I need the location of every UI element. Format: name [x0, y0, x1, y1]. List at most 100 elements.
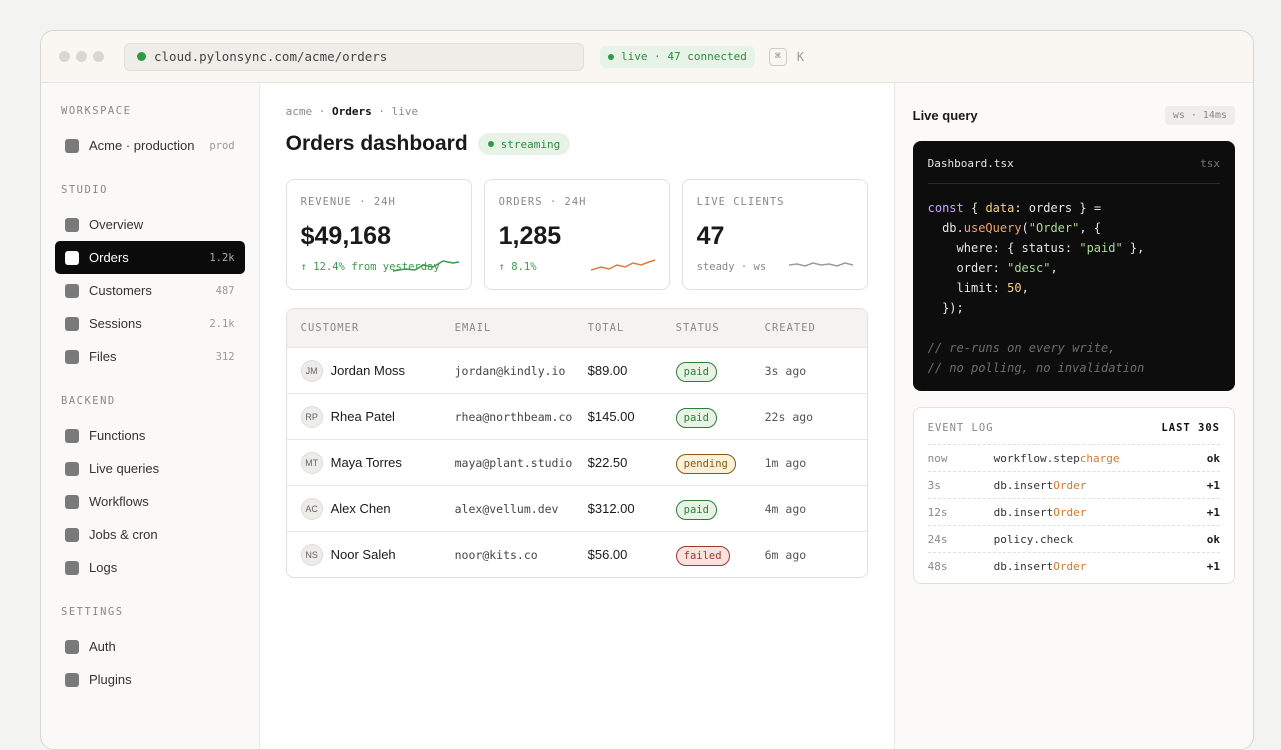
nav-item[interactable]: Auth — [55, 630, 245, 663]
log-event: policy.check — [993, 532, 1074, 546]
customer-cell: NS Noor Saleh — [300, 543, 455, 566]
breadcrumb-item[interactable]: live — [391, 105, 419, 118]
nav-item[interactable]: Sessions 2.1k — [55, 307, 245, 340]
nav-item[interactable]: Live queries — [55, 452, 245, 485]
window-control[interactable] — [59, 51, 70, 62]
sparkline — [392, 260, 459, 272]
avatar: MT — [300, 451, 323, 474]
nav-group: BACKEND Functions Live queries Workflows Job… — [55, 395, 245, 584]
page: cloud.pylonsync.com/acme/orders live · 4… — [40, 30, 1254, 750]
file-name: Dashboard.tsx — [927, 157, 1014, 170]
sidebar: WORKSPACE Acme · production prod STUDIO Over… — [41, 83, 260, 749]
created: 4m ago — [764, 501, 807, 516]
nav-label: Customers — [89, 283, 152, 298]
separator: · — [371, 105, 392, 118]
nav-item[interactable]: Logs — [55, 551, 245, 584]
log-result: +1 — [1206, 478, 1220, 492]
window-control[interactable] — [76, 51, 87, 62]
log-result: ok — [1206, 532, 1220, 546]
log-time: 3s — [927, 478, 941, 492]
nav-group: SETTINGS Auth Plugins — [55, 606, 245, 696]
event-log: EVENT LOG LAST 30S now workflow.step charg… — [912, 407, 1235, 584]
orders-table: CUSTOMER EMAIL TOTAL STATUS CREATED JM Jordan … — [285, 308, 868, 578]
log-target: charge — [1079, 451, 1120, 465]
table-row[interactable]: JM Jordan Moss jordan@kindly.io $89.00 paid 3… — [286, 347, 867, 393]
nav-item[interactable]: Files 312 — [55, 340, 245, 373]
nav-item[interactable]: Acme · production prod — [55, 129, 245, 162]
code-token: , — [1050, 261, 1058, 275]
log-result: +1 — [1206, 505, 1220, 519]
code-token: limit: — [927, 281, 1008, 295]
log-target: Order — [1053, 559, 1087, 573]
browser-window: cloud.pylonsync.com/acme/orders live · 4… — [40, 30, 1254, 750]
code-comment: // no polling, no invalidation — [927, 361, 1145, 375]
total: $89.00 — [587, 363, 628, 378]
breadcrumb-item[interactable]: Orders — [332, 105, 372, 118]
table-row[interactable]: MT Maya Torres maya@plant.studio $22.50 pend… — [286, 439, 867, 485]
status-pill: paid — [675, 500, 717, 520]
column-header: TOTAL — [587, 322, 625, 334]
code-line: where: { status: "paid" }, — [928, 238, 1220, 258]
status-cell: paid — [675, 500, 765, 520]
total: $22.50 — [587, 455, 628, 470]
email: alex@vellum.dev — [454, 501, 559, 516]
table-row[interactable]: NS Noor Saleh noor@kits.co $56.00 failed 6m a… — [286, 531, 867, 577]
nav-item[interactable]: Functions — [55, 419, 245, 452]
stat-label: LIVE CLIENTS — [696, 196, 785, 208]
url-bar[interactable]: cloud.pylonsync.com/acme/orders — [124, 42, 584, 71]
log-event: workflow.step — [993, 451, 1080, 465]
stat-note: ↑ 8.1% — [498, 261, 537, 273]
status-pill: paid — [675, 408, 717, 428]
nav-item[interactable]: Plugins — [55, 663, 245, 696]
nav-label: Workflows — [89, 494, 149, 509]
nav-item[interactable]: Orders 1.2k — [55, 241, 245, 274]
side-panel: Live query ws · 14ms Dashboard.tsx tsx co… — [893, 83, 1253, 749]
code-token: const — [927, 201, 964, 215]
code-token: }); — [927, 301, 964, 315]
code-token: : orders } = — [1014, 201, 1102, 215]
avatar: NS — [300, 543, 323, 566]
nav-item[interactable]: Jobs & cron — [55, 518, 245, 551]
nav-item[interactable]: Workflows — [55, 485, 245, 518]
nav-icon — [65, 316, 79, 331]
stat-label: ORDERS · 24H — [498, 196, 587, 208]
table-row[interactable]: AC Alex Chen alex@vellum.dev $312.00 paid 4m … — [286, 485, 867, 531]
nav-icon — [65, 639, 79, 654]
status-cell: paid — [675, 362, 765, 382]
status-cell: pending — [675, 454, 765, 474]
panel-header: Live query ws · 14ms — [913, 105, 1235, 125]
nav-icon — [65, 560, 79, 575]
table-header: CUSTOMER EMAIL TOTAL STATUS CREATED — [286, 309, 867, 347]
nav-group: STUDIO Overview Orders 1.2k Customers 487 Sess… — [55, 184, 245, 373]
column-header: CUSTOMER — [300, 322, 360, 334]
sparkline — [788, 262, 853, 267]
total: $56.00 — [587, 547, 628, 562]
code-token: data — [985, 201, 1015, 215]
customer-name: Jordan Moss — [330, 363, 406, 378]
sparkline — [590, 259, 655, 271]
nav-icon — [65, 494, 79, 509]
stat-value: 1,285 — [498, 222, 562, 250]
breadcrumb-item[interactable]: acme — [285, 105, 313, 118]
nav-group: WORKSPACE Acme · production prod — [55, 105, 245, 162]
avatar: AC — [300, 497, 323, 520]
shortcut-key[interactable]: ⌘ — [768, 47, 787, 66]
log-header: EVENT LOG LAST 30S — [928, 422, 1220, 434]
status-pill: paid — [675, 362, 717, 382]
nav-icon — [65, 349, 79, 364]
nav-item[interactable]: Overview — [55, 208, 245, 241]
table-row[interactable]: RP Rhea Patel rhea@northbeam.co $145.00 paid… — [286, 393, 867, 439]
stat-value: 47 — [696, 222, 725, 250]
code-token: order: — [927, 261, 1008, 275]
shortcut-key: K — [796, 49, 805, 64]
log-time: 24s — [927, 532, 948, 546]
stat-card: LIVE CLIENTS 47 steady · ws — [681, 179, 868, 290]
window-control[interactable] — [93, 51, 104, 62]
nav-label: Plugins — [89, 672, 132, 687]
nav-item[interactable]: Customers 487 — [55, 274, 245, 307]
nav-label: Logs — [89, 560, 118, 575]
log-row: 3s db.insert Order +1 — [927, 471, 1220, 498]
customer-cell: AC Alex Chen — [300, 497, 455, 520]
customer-cell: MT Maya Torres — [300, 451, 455, 474]
spacer — [928, 318, 1220, 338]
